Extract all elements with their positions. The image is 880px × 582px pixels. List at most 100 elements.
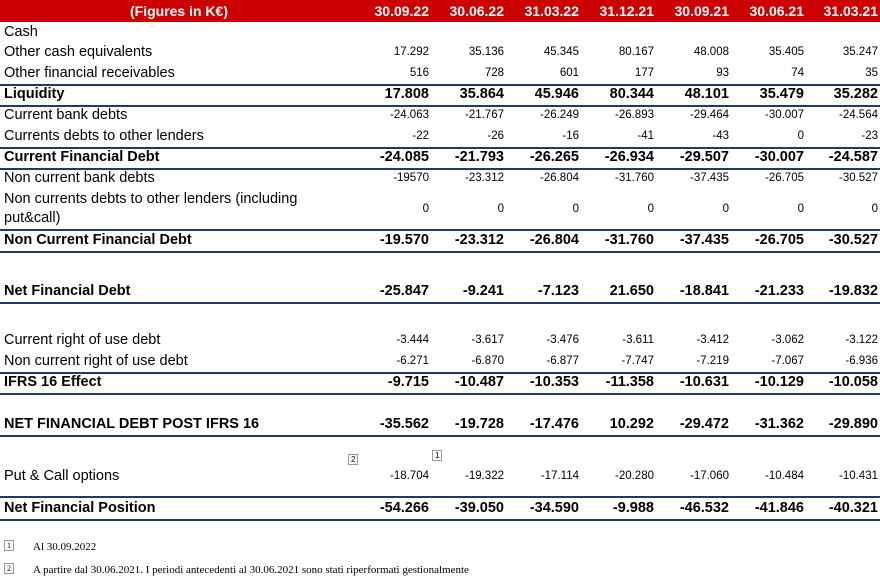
row-label: Current bank debts (4, 107, 128, 123)
row-label: Non current right of use debt (4, 353, 188, 369)
cell-value: 93 (716, 67, 729, 79)
table-row: Currents debts to other lenders -22 -26 -16… (0, 126, 880, 149)
cell-value: 35 (865, 67, 878, 79)
cell-value: -35.562 (379, 416, 429, 432)
row-label: Non Current Financial Debt (4, 232, 192, 248)
cell-value: -3.476 (546, 334, 579, 346)
cell-value: -3.444 (396, 334, 429, 346)
cell-value: -19.832 (828, 283, 878, 299)
cell-value: -19.322 (464, 470, 504, 482)
cell-value: 35.864 (459, 86, 504, 102)
cell-value: -10.129 (754, 374, 804, 390)
table-row: Non current right of use debt -6.271 -6.87… (0, 351, 880, 374)
cell-value: -6.870 (471, 355, 504, 367)
cell-value: -18.704 (389, 470, 429, 482)
cell-value: -30.007 (764, 109, 804, 121)
cell-value: -10.353 (529, 374, 579, 390)
date-col-3: 31.03.22 (524, 3, 580, 19)
footnote-ref-1: 1 (432, 450, 443, 461)
cell-value: -23 (861, 130, 878, 142)
row-label: Put & Call options (4, 468, 120, 484)
cell-value: 35.282 (833, 86, 878, 102)
cell-value: -7.123 (537, 283, 579, 299)
cell-value: -11.358 (605, 374, 654, 390)
footnote-1-number: 1 (4, 540, 14, 551)
table-row: Non currents debts to other lenders (inc… (0, 189, 880, 231)
cell-value: 74 (791, 67, 804, 79)
row-label: Current right of use debt (4, 332, 161, 348)
row-label: Liquidity (4, 86, 65, 102)
table-row: Net Financial Debt -25.847 -9.241 -7.123 21.… (0, 281, 880, 304)
cell-value: -26.893 (614, 109, 654, 121)
cell-value: 516 (409, 67, 429, 79)
table-row: Other cash equivalents 17.292 35.136 45.345… (0, 42, 880, 63)
cell-value: -29.507 (679, 149, 729, 165)
cell-value: -6.271 (396, 355, 429, 367)
row-label: Non current bank debts (4, 170, 155, 186)
cell-value: -26.705 (764, 172, 804, 184)
cell-value: -17.060 (689, 470, 729, 482)
footnote-2: 2 A partire dal 30.06.2021. I periodi an… (0, 561, 880, 579)
footnote-1-text: Al 30.09.2022 (33, 541, 97, 553)
cell-value: -20.280 (614, 470, 654, 482)
cell-value: -10.631 (679, 374, 729, 390)
cell-value: -9.715 (387, 374, 429, 390)
cell-value: -17.114 (540, 470, 579, 482)
row-label: Net Financial Debt (4, 283, 131, 299)
cell-value: -18.841 (679, 283, 729, 299)
cell-value: -19570 (393, 172, 429, 184)
cell-value: -23.312 (464, 172, 504, 184)
row-label: Net Financial Position (4, 500, 156, 516)
cell-value: -26.934 (604, 149, 654, 165)
date-col-4: 31.12.21 (599, 3, 655, 19)
cell-value: -41 (637, 130, 654, 142)
cell-value: -34.590 (529, 500, 579, 516)
row-label: NET FINANCIAL DEBT POST IFRS 16 (4, 416, 260, 432)
table-row: Net Financial Position -54.266 -39.050 -34.… (0, 498, 880, 521)
cell-value: -6.877 (546, 355, 579, 367)
cell-value: 177 (634, 67, 654, 79)
cell-value: 17.808 (384, 86, 429, 102)
cell-value: 35.136 (468, 46, 504, 58)
cell-value: -23.312 (454, 232, 504, 248)
cell-value: 0 (797, 203, 804, 215)
row-label: Other financial receivables (4, 65, 175, 81)
cell-value: -3.122 (845, 334, 878, 346)
cell-value: 0 (871, 203, 878, 215)
cell-value: 0 (572, 203, 579, 215)
cell-value: -40.321 (828, 500, 878, 516)
table-row: NET FINANCIAL DEBT POST IFRS 16 -35.562 -1… (0, 414, 880, 437)
date-col-2: 30.06.22 (449, 3, 505, 19)
cell-value: -21.767 (464, 109, 504, 121)
date-col-1: 30.09.22 (374, 3, 430, 19)
cell-value: -7.067 (771, 355, 804, 367)
cell-value: -26.804 (539, 172, 579, 184)
cell-value: -10.431 (838, 470, 878, 482)
table-row: Current Financial Debt -24.085 -21.793 -26.… (0, 147, 880, 170)
cell-value: -16 (562, 130, 579, 142)
figures-unit-title: (Figures in K€) (129, 3, 228, 19)
cell-value: -10.484 (764, 470, 804, 482)
cell-value: 0 (422, 203, 429, 215)
cell-value: -24.085 (379, 149, 429, 165)
cell-value: -43 (712, 130, 729, 142)
date-col-6: 30.06.21 (749, 3, 805, 19)
row-label: Cash (4, 24, 38, 40)
cell-value: -19.728 (454, 416, 504, 432)
cell-value: 21.650 (609, 283, 654, 299)
table-row: Current right of use debt -3.444 -3.617 -3.… (0, 330, 880, 351)
table-row: Cash (0, 22, 880, 43)
cell-value: -30.527 (828, 232, 878, 248)
cell-value: -54.266 (379, 500, 429, 516)
table-row: Non current bank debts -19570 -23.312 -26.8… (0, 168, 880, 189)
cell-value: 0 (797, 130, 804, 142)
cell-value: -24.063 (389, 109, 429, 121)
table-row: Non Current Financial Debt -19.570 -23.312… (0, 230, 880, 253)
cell-value: 728 (484, 67, 504, 79)
cell-value: 17.292 (393, 46, 429, 58)
cell-value: 601 (559, 67, 579, 79)
cell-value: -37.435 (679, 232, 729, 248)
cell-value: -31.760 (614, 172, 654, 184)
cell-value: -24.564 (838, 109, 878, 121)
cell-value: -29.464 (689, 109, 729, 121)
